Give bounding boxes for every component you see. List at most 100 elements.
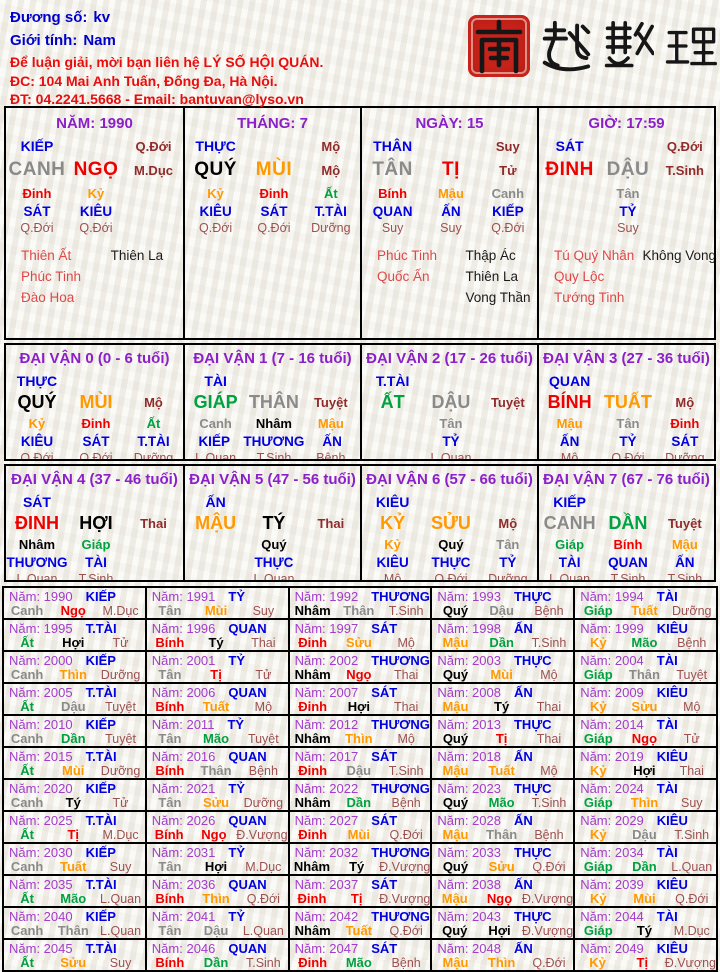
- year-stem: Nhâm: [293, 859, 331, 874]
- year-branch: Sửu: [60, 955, 87, 970]
- stars-section: Thiên Ất Phúc Tinh Đào Hoa Thiên La: [6, 236, 183, 308]
- stage: Tử: [499, 162, 517, 178]
- year-branch: Thìn: [202, 891, 230, 906]
- row: QUÝ MÙI Mộ: [6, 390, 183, 415]
- year-ten-god: T.TÀI: [85, 813, 117, 828]
- year-ten-god: SÁT: [371, 941, 398, 956]
- stage: Q.Đới: [666, 138, 703, 154]
- brand-logo: [468, 6, 717, 86]
- row: TÂN TỊ Tử: [362, 156, 537, 184]
- year-cell-2041: Năm: 2041 TỶ Tân Dậu L.Quan: [144, 906, 290, 940]
- year-branch: Dần: [346, 795, 372, 810]
- year-line-1: Năm: 2021 TỶ: [148, 781, 287, 796]
- hidden-stem-god: SÁT: [82, 433, 110, 449]
- ten-god: KIÊU: [375, 493, 410, 510]
- year-branch: Sửu: [203, 795, 230, 810]
- row: Giáp Ngọ Tử: [576, 732, 715, 746]
- year-stem: Đinh: [297, 891, 327, 906]
- year-stage: Đ.Vượng: [664, 956, 716, 970]
- row: QUAN ẤN KIẾP: [362, 202, 537, 220]
- stage: Tuyệt: [490, 395, 525, 410]
- year-ten-god: THƯƠNG: [371, 589, 430, 604]
- earthly-branch: MÙI: [79, 392, 113, 412]
- row: ẤN: [185, 492, 360, 511]
- earthly-branch: DẬU: [606, 159, 650, 180]
- row: ẤT DẬU Tuyệt: [362, 390, 537, 415]
- year-ten-god: KIẾP: [85, 845, 116, 860]
- year-stem: Ất: [20, 955, 34, 970]
- row: Ất Mão L.Quan: [5, 892, 144, 906]
- year-label: Năm: 1991: [151, 589, 216, 604]
- star: Thiên La: [110, 248, 164, 263]
- year-branch: Tý: [65, 795, 81, 810]
- year-stem: Canh: [10, 731, 44, 746]
- hidden-stem: Đinh: [22, 185, 52, 201]
- year-stage: M.Dục: [673, 924, 710, 938]
- year-table-row: Năm: 2045 T.TÀI Ất Sửu Suy Năm: 2046 QUAN Bính D…: [2, 938, 718, 972]
- year-label: Năm: 2022: [294, 781, 359, 796]
- year-line-1: Năm: 2025 T.TÀI: [5, 813, 144, 828]
- subject-label: Đương số:: [10, 9, 88, 26]
- hidden-stem-god: SÁT: [260, 203, 288, 219]
- year-line-1: Năm: 2013 THỰC: [433, 717, 572, 732]
- year-ten-god: TỶ: [228, 781, 246, 796]
- year-cell-2046: Năm: 2046 QUAN Bính Dần T.Sinh: [144, 938, 290, 972]
- year-line-1: Năm: 2018 ẤN: [433, 749, 572, 764]
- row: TỶ: [362, 432, 537, 450]
- year-ten-god: ẤN: [513, 749, 533, 764]
- row: KIÊU: [362, 492, 537, 511]
- year-branch: Ngọ: [201, 827, 227, 842]
- hidden-stem: Kỷ: [87, 185, 105, 201]
- stars-red-column: Tú Quý Nhân Quy Lộc Tướng Tinh: [554, 245, 642, 308]
- year-line-1: Năm: 1997 SÁT: [291, 621, 430, 636]
- hidden-stem-stage: Dưỡng: [665, 450, 705, 460]
- year-label: Năm: 1996: [151, 621, 216, 636]
- year-line-1: Năm: 2027 SÁT: [291, 813, 430, 828]
- year-line-1: Năm: 2029 KIÊU: [576, 813, 715, 828]
- row: Mộ Q.Đới Dưỡng: [362, 571, 537, 581]
- year-branch: Hợi: [204, 859, 228, 874]
- hidden-stem-god: QUAN: [372, 203, 413, 219]
- ten-god: QUAN: [549, 372, 591, 389]
- row: Nhâm Tý Đ.Vượng: [291, 859, 430, 874]
- year-stage: Thai: [393, 700, 419, 714]
- year-branch: Dần: [60, 731, 86, 746]
- year-cell-2024: Năm: 2024 TÀI Giáp Thìn Suy: [573, 778, 718, 812]
- year-ten-god: ẤN: [513, 941, 533, 956]
- row: Ất Dậu Tuyệt: [5, 700, 144, 714]
- year-ten-god: ẤN: [513, 621, 533, 636]
- stage: T.Sinh: [665, 162, 704, 178]
- year-ten-god: THỰC: [513, 781, 552, 796]
- dai-van-title: ĐẠI VẬN 4 (37 - 46 tuổi): [11, 471, 178, 488]
- year-branch: Dậu: [489, 603, 514, 618]
- year-cell-2007: Năm: 2007 SÁT Đinh Hợi Thai: [287, 682, 433, 716]
- year-label: Năm: 2029: [580, 813, 644, 828]
- year-line-1: Năm: 2020 KIẾP: [5, 781, 144, 796]
- year-branch: Mão: [488, 795, 515, 810]
- dai-van-title: ĐẠI VẬN 6 (57 - 66 tuổi): [366, 471, 533, 488]
- year-ten-god: THỰC: [513, 653, 552, 668]
- hidden-stem: Quý: [261, 537, 287, 552]
- year-stage: Mộ: [397, 732, 415, 746]
- year-stage: Suy: [109, 956, 132, 970]
- row: MẬU TÝ Thai: [185, 511, 360, 536]
- year-table-row: Năm: 2040 KIẾP Canh Thân L.Quan Năm: 2041 TỶ Tâ…: [2, 906, 718, 940]
- year-stage: Q.Đới: [532, 956, 566, 970]
- hidden-stem-stage: L.Quan: [549, 571, 591, 581]
- year-ten-god: SÁT: [371, 685, 398, 700]
- row: SÁT: [6, 492, 183, 511]
- ten-god: THỰC: [195, 138, 236, 154]
- year-ten-god: THƯƠNG: [371, 909, 430, 924]
- year-stage: Dưỡng: [100, 668, 141, 682]
- year-stage: Suy: [109, 860, 132, 874]
- hidden-stem-stage: Mộ: [560, 450, 579, 460]
- hidden-stem-stage: Q.Đới: [611, 450, 645, 460]
- year-ten-god: THỰC: [513, 845, 552, 860]
- stars-red-column: Phúc Tinh Quốc Ấn: [377, 245, 465, 308]
- year-stem: Tân: [158, 795, 182, 810]
- year-ten-god: TÀI: [656, 845, 678, 860]
- year-line-1: Năm: 2040 KIẾP: [5, 909, 144, 924]
- year-stem: Nhâm: [294, 923, 331, 938]
- year-branch: Tuất: [59, 859, 87, 874]
- pillar-title: THÁNG: 7: [237, 115, 308, 132]
